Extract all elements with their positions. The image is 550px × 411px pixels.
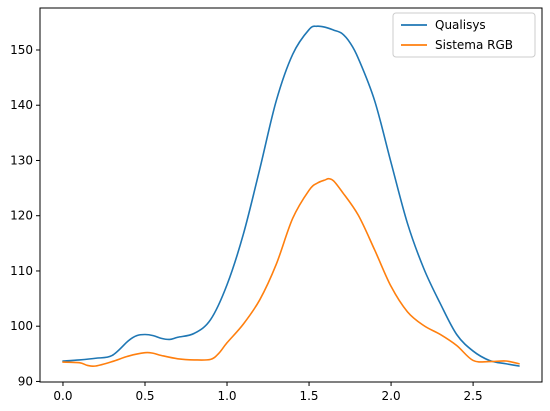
y-tick-label: 140 [10, 98, 33, 112]
y-tick-label: 120 [10, 209, 33, 223]
legend-frame [392, 12, 536, 58]
plot-area-frame [39, 7, 543, 383]
y-tick-label: 130 [10, 153, 33, 167]
x-tick-label: 1.0 [217, 389, 236, 403]
legend: Qualisys Sistema RGB [392, 12, 536, 58]
x-axis: 0.0 0.5 1.0 1.5 2.0 2.5 [53, 382, 483, 403]
y-axis: 90 100 110 120 130 140 150 [10, 43, 40, 388]
series-layer [62, 25, 520, 368]
x-tick-label: 0.5 [135, 389, 154, 403]
x-tick-label: 2.0 [382, 389, 401, 403]
series-line-qualisys [62, 25, 520, 367]
legend-label-sistema-rgb: Sistema RGB [435, 38, 513, 52]
y-tick-label: 150 [10, 43, 33, 57]
legend-label-qualisys: Qualisys [435, 18, 486, 32]
series-line-sistema-rgb [62, 177, 520, 368]
y-tick-label: 100 [10, 319, 33, 333]
y-tick-label: 90 [18, 374, 33, 388]
x-tick-label: 0.0 [53, 389, 72, 403]
x-tick-label: 1.5 [299, 389, 318, 403]
x-tick-label: 2.5 [464, 389, 483, 403]
y-tick-label: 110 [10, 264, 33, 278]
